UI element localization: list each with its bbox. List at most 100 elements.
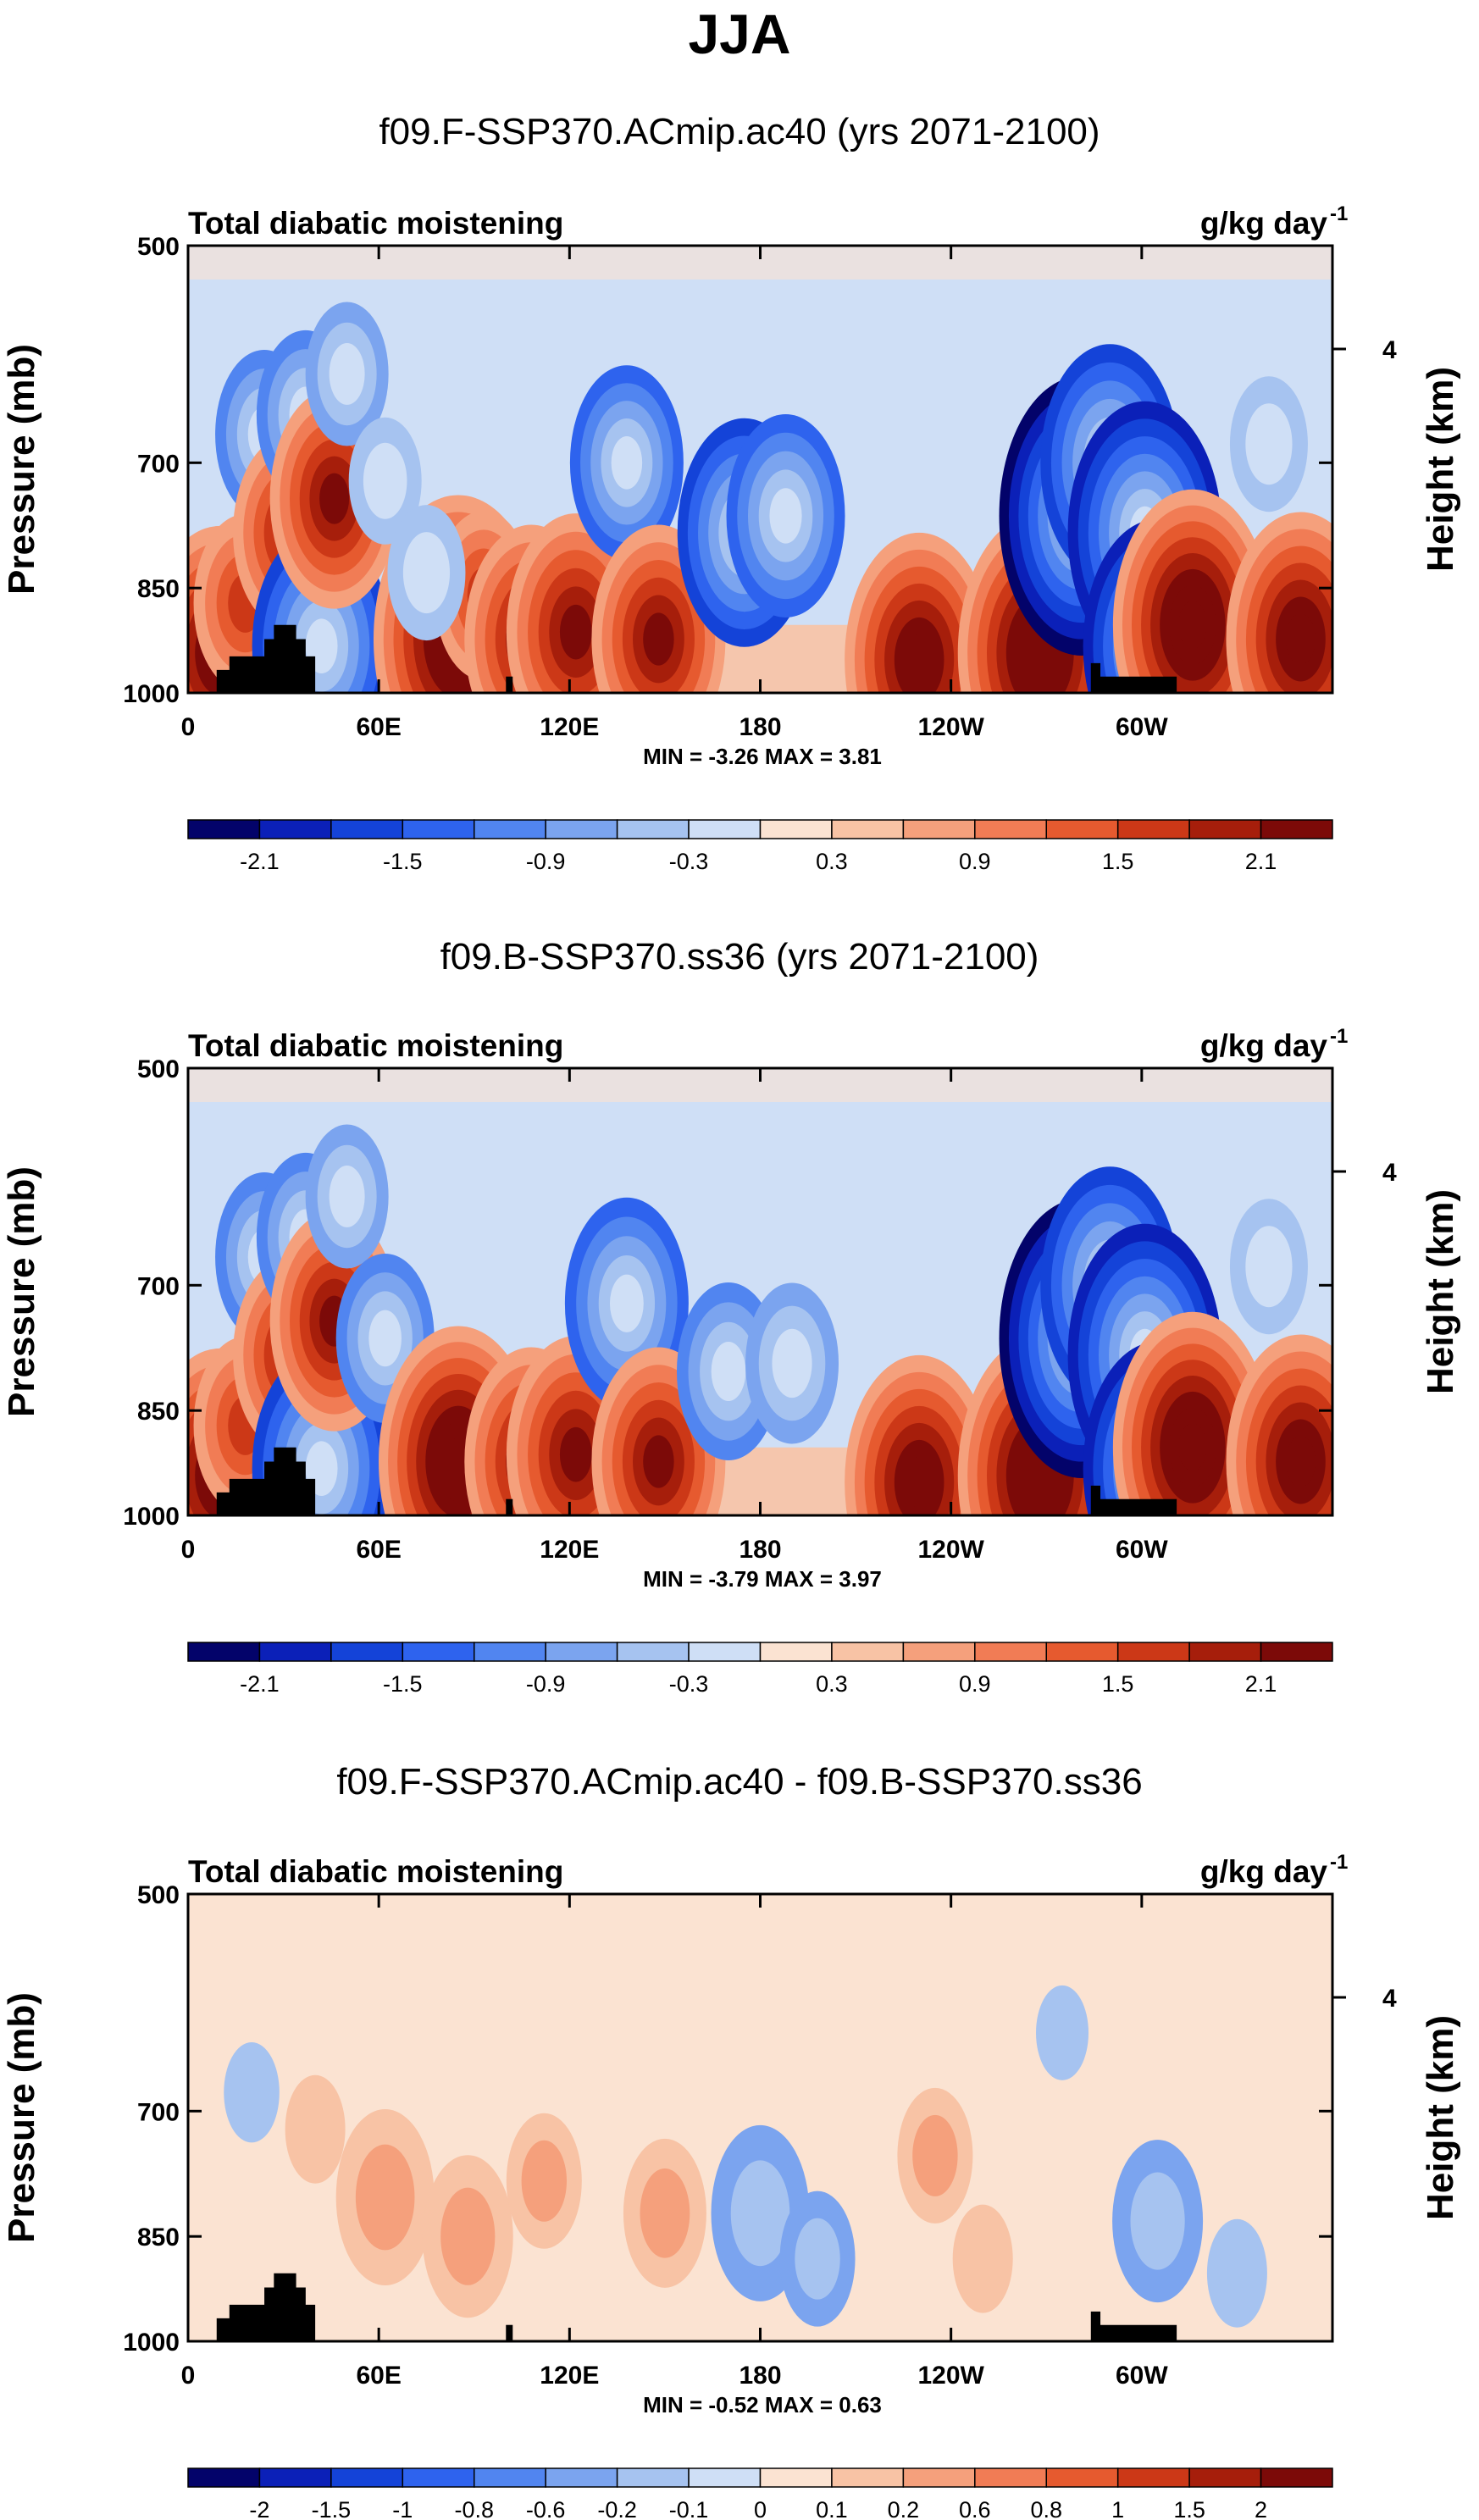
colorbar-swatch	[1045, 2467, 1119, 2488]
colorbar-swatch	[545, 819, 618, 839]
colorbar-label: 0.8	[1030, 2497, 1062, 2520]
colorbar-swatch	[1188, 819, 1262, 839]
colorbar-label: 0	[754, 2497, 767, 2520]
colorbar-label: -1.5	[312, 2497, 352, 2520]
contour-blob	[772, 1328, 812, 1398]
x-tick-label: 60E	[356, 713, 401, 741]
colorbar-label: -2.1	[240, 1671, 280, 1697]
colorbar-swatch	[974, 819, 1047, 839]
colorbar-swatch	[1116, 1642, 1190, 1662]
colorbar-swatch	[688, 2467, 762, 2488]
x-tick-label: 120W	[917, 713, 984, 741]
colorbar-swatch	[1116, 2467, 1190, 2488]
terrain-peak	[506, 676, 513, 693]
contour-blob	[1206, 2218, 1267, 2328]
height-tick-label: 4	[1382, 1159, 1397, 1187]
colorbar-label: 0.3	[816, 1671, 848, 1697]
colorbar-label: 1.5	[1173, 2497, 1205, 2520]
contour-blob	[640, 2168, 690, 2258]
colorbar-label: 0.9	[959, 1671, 991, 1697]
topography	[216, 624, 1177, 693]
colorbar-swatch	[616, 819, 690, 839]
colorbar-swatch	[902, 2467, 976, 2488]
x-tick-label: 120E	[540, 2362, 599, 2390]
colorbar-swatch	[1188, 2467, 1262, 2488]
height-tick-label: 4	[1382, 1985, 1397, 2013]
panel-title: f09.B-SSP370.ss36 (yrs 2071-2100)	[440, 936, 1039, 978]
colorbar-swatch	[831, 1642, 905, 1662]
colorbar-swatch	[974, 2467, 1047, 2488]
y-axis-label: Pressure (mb)	[1, 344, 42, 595]
contour-field	[188, 246, 1332, 693]
panel-3: f09.F-SSP370.ACmip.ac40 - f09.B-SSP370.s…	[1, 1761, 1461, 2520]
colorbar-swatch	[1260, 2467, 1333, 2488]
colorbar-swatch	[688, 819, 762, 839]
colorbar-swatch	[616, 1642, 690, 1662]
y-tick-label: 1000	[123, 1503, 180, 1531]
colorbar-swatch	[831, 819, 905, 839]
colorbar-swatch	[474, 2467, 546, 2488]
colorbar-swatch	[1045, 1642, 1119, 1662]
colorbar-label: 2.1	[1245, 849, 1277, 874]
colorbar-label: -1	[392, 2497, 413, 2520]
x-tick-label: 0	[181, 2362, 196, 2390]
units-label: g/kg day	[1200, 206, 1328, 241]
colorbar-swatch	[759, 819, 833, 839]
right-axis-label: Height (km)	[1420, 1189, 1461, 1394]
x-tick-label: 0	[181, 713, 196, 741]
y-tick-label: 700	[137, 2098, 180, 2126]
colorbar-label: 0.6	[959, 2497, 991, 2520]
x-tick-label: 60W	[1116, 1536, 1168, 1564]
colorbar-label: 2	[1255, 2497, 1267, 2520]
colorbar-label: 0.2	[888, 2497, 920, 2520]
contour-blob	[285, 2074, 346, 2184]
colorbar-swatch	[402, 2467, 475, 2488]
colorbar-swatch	[545, 2467, 618, 2488]
colorbar-swatch	[402, 819, 475, 839]
terrain-andes	[1090, 2311, 1177, 2341]
contour-blob	[1285, 613, 1316, 665]
terrain-africa	[216, 2273, 316, 2341]
contour-blob	[363, 442, 407, 519]
topography	[216, 2273, 1177, 2341]
contour-blob	[912, 2114, 958, 2196]
x-tick-label: 120W	[917, 1536, 984, 1564]
colorbar-swatch	[330, 819, 404, 839]
colorbar-swatch	[474, 1642, 546, 1662]
colorbar-label: -0.2	[597, 2497, 637, 2520]
colorbar-swatch	[187, 1642, 261, 1662]
contour-blob	[1036, 1985, 1089, 2080]
terrain-peak	[506, 1498, 513, 1515]
variable-label: Total diabatic moistening	[188, 1854, 563, 1889]
contour-blob	[559, 1426, 592, 1482]
x-tick-label: 60W	[1116, 2362, 1168, 2390]
colorbar-label: -0.3	[669, 1671, 709, 1697]
y-tick-label: 850	[137, 2224, 180, 2251]
contour-blob	[440, 2187, 496, 2285]
min-max-label: MIN = -3.26 MAX = 3.81	[643, 744, 882, 769]
panel-1: f09.F-SSP370.ACmip.ac40 (yrs 2071-2100) T…	[1, 111, 1461, 874]
figure-title: JJA	[688, 3, 791, 65]
variable-label: Total diabatic moistening	[188, 1028, 563, 1063]
colorbar-swatch	[688, 1642, 762, 1662]
contour-blob	[1130, 2172, 1185, 2270]
x-tick-label: 60W	[1116, 713, 1168, 741]
terrain-africa	[216, 1447, 316, 1515]
panel-title: f09.F-SSP370.ACmip.ac40 - f09.B-SSP370.s…	[336, 1761, 1142, 1803]
contour-blob	[521, 2140, 568, 2222]
colorbar-swatch	[187, 819, 261, 839]
contour-blob	[559, 604, 592, 660]
x-tick-label: 60E	[356, 2362, 401, 2390]
contour-blob	[368, 1310, 402, 1367]
colorbar-swatch	[1116, 819, 1190, 839]
contour-blob	[904, 634, 934, 685]
y-tick-label: 700	[137, 450, 180, 478]
contour-blob	[1245, 403, 1293, 485]
colorbar-swatch	[545, 1642, 618, 1662]
x-tick-label: 180	[739, 1536, 781, 1564]
colorbar-label: -0.9	[526, 849, 566, 874]
colorbar-label: 2.1	[1245, 1671, 1277, 1697]
colorbar-label: -0.1	[669, 2497, 709, 2520]
units-label: g/kg day	[1200, 1854, 1328, 1889]
colorbar-swatch	[330, 1642, 404, 1662]
